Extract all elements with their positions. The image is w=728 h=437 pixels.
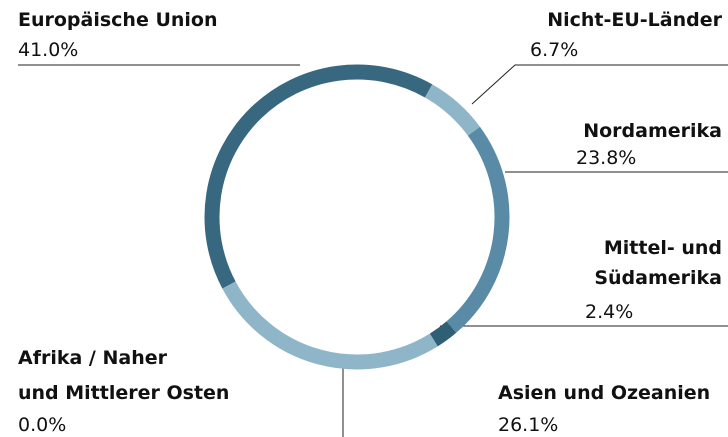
value-label: 26.1% [498,414,558,436]
category-label: Mittel- und [604,237,722,259]
category-label: Europäische Union [18,9,218,31]
value-label: 6.7% [530,39,578,61]
donut-segment [204,64,433,289]
leader-line [471,64,728,105]
donut-segment [446,126,510,333]
donut-segment [424,84,480,136]
donut-segment [429,321,457,347]
value-label: 23.8% [576,147,636,169]
value-label: 2.4% [585,301,633,323]
category-label: Nordamerika [583,120,722,142]
category-label: Nicht-EU-Länder [547,9,722,31]
category-label: Asien und Ozeanien [498,382,710,404]
category-label: Südamerika [594,267,722,289]
category-label: Afrika / Naher [18,347,168,369]
value-label: 41.0% [18,39,78,61]
value-label: 0.0% [18,414,66,436]
leader-lines [18,64,728,437]
category-label: und Mittlerer Osten [18,382,229,404]
donut-segment [222,281,438,370]
